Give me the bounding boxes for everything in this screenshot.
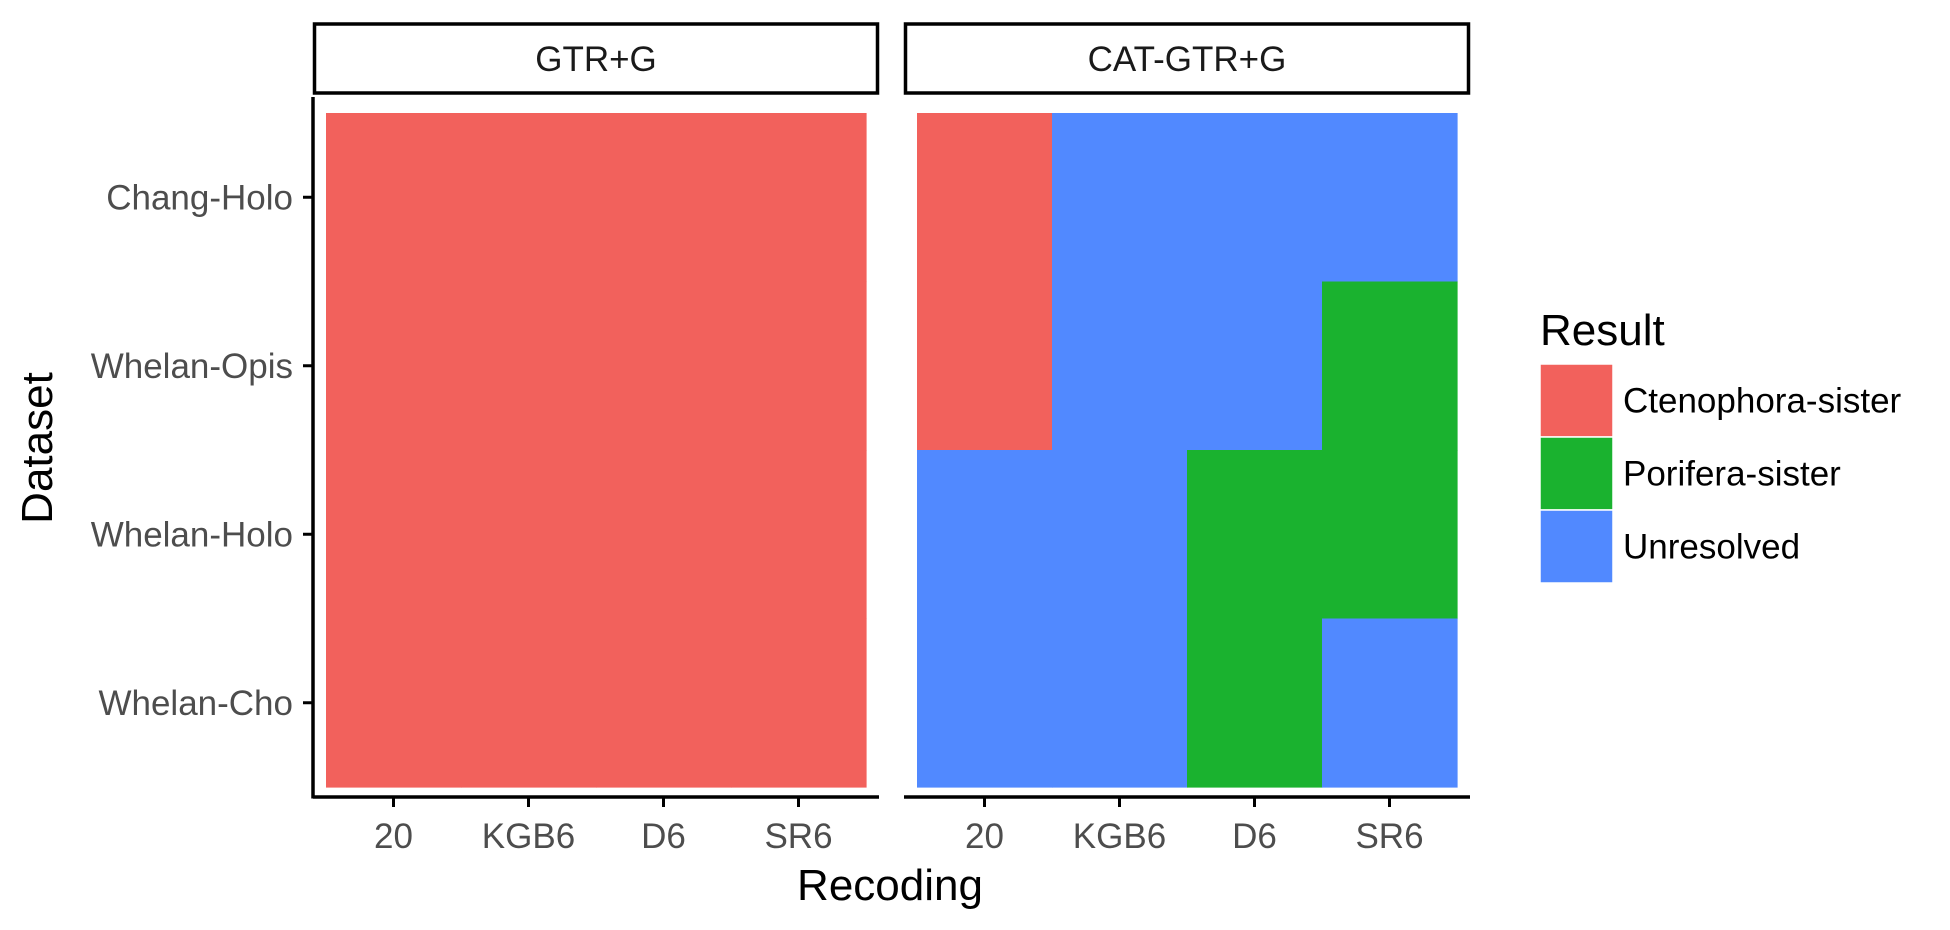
x-tick-label: SR6: [764, 817, 832, 856]
heatmap-cell: [917, 450, 1053, 620]
heatmap-cell: [461, 618, 597, 788]
heatmap-cell: [326, 618, 462, 788]
heatmap-cell: [461, 281, 597, 451]
heatmap-cell: [1322, 618, 1458, 788]
panel-0: GTR+G 20 KGB6 D6 SR6: [312, 22, 880, 856]
heatmap-cell: [731, 450, 867, 620]
legend-label: Ctenophora-sister: [1623, 382, 1902, 421]
strip-box: [903, 22, 1471, 95]
heatmap-cell: [596, 450, 732, 620]
heatmap-cell: [1052, 618, 1188, 788]
heatmap-cell: [1052, 450, 1188, 620]
heatmap-cell: [731, 113, 867, 283]
strip-label: CAT-GTR+G: [1088, 40, 1287, 79]
heatmap-cell: [731, 281, 867, 451]
legend: Ctenophora-sister Porifera-sister Unresolv…: [1539, 363, 1902, 584]
x-tick-label: SR6: [1355, 817, 1423, 856]
heatmap-cell: [1187, 113, 1323, 283]
heatmap-cell: [326, 113, 462, 283]
x-tick-label: 20: [965, 817, 1004, 856]
heatmap-cell: [596, 618, 732, 788]
legend-key: [1539, 436, 1614, 511]
heatmap-cell: [1187, 618, 1323, 788]
y-tick-label: Whelan-Holo: [91, 515, 293, 554]
heatmap-cell: [1322, 113, 1458, 283]
heatmap-cell: [461, 113, 597, 283]
heatmap-cell: [917, 281, 1053, 451]
panel-1: CAT-GTR+G 20 KGB6 D6 SR6: [903, 22, 1471, 856]
x-axis-title: Recoding: [797, 861, 983, 910]
x-tick-label: D6: [641, 817, 686, 856]
strip-label: GTR+G: [535, 40, 657, 79]
heatmap-cell: [1052, 281, 1188, 451]
legend-label: Porifera-sister: [1623, 455, 1841, 494]
heatmap-cell: [1052, 113, 1188, 283]
legend-title: Result: [1540, 306, 1665, 355]
heatmap-cell: [596, 281, 732, 451]
y-tick-label: Whelan-Cho: [98, 684, 293, 723]
y-axis: Chang-Holo Whelan-Opis Whelan-Holo Whelan-C…: [91, 97, 315, 799]
heatmap-cell: [731, 618, 867, 788]
x-tick-label: KGB6: [1073, 817, 1166, 856]
x-tick-label: D6: [1232, 817, 1277, 856]
heatmap-cell: [917, 618, 1053, 788]
legend-label: Unresolved: [1623, 528, 1800, 567]
facet-panels: GTR+G 20 KGB6 D6 SR6 CAT-GTR+G 20 KGB6 D6 SR6 Chan…: [91, 22, 1471, 856]
x-tick-label: KGB6: [482, 817, 575, 856]
x-tick-label: 20: [374, 817, 413, 856]
heatmap-cell: [917, 113, 1053, 283]
y-tick-label: Chang-Holo: [106, 178, 293, 217]
heatmap-cell: [326, 450, 462, 620]
heatmap-cell: [461, 450, 597, 620]
heatmap-cell: [1187, 281, 1323, 451]
heatmap-cell: [596, 113, 732, 283]
heatmap-cell: [1322, 281, 1458, 451]
heatmap-cell: [326, 281, 462, 451]
y-tick-label: Whelan-Opis: [91, 347, 293, 386]
heatmap-cell: [1322, 450, 1458, 620]
heatmap-cell: [1187, 450, 1323, 620]
legend-key: [1539, 363, 1614, 438]
strip-box: [312, 22, 880, 95]
y-axis-title: Dataset: [13, 372, 62, 524]
legend-key: [1539, 509, 1614, 584]
